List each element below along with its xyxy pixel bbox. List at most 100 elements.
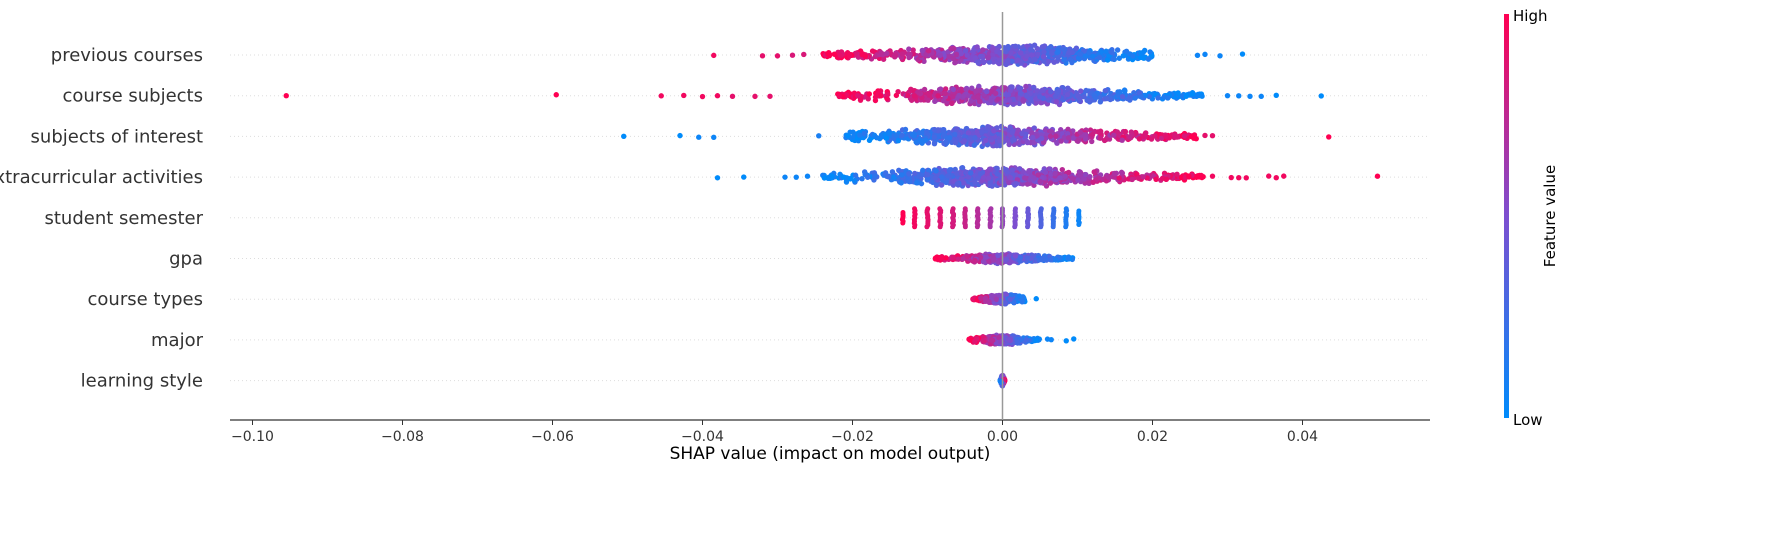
dot [1090,179,1096,186]
dot [958,50,965,57]
dot [1031,175,1038,181]
dot [884,50,890,57]
dot [1042,127,1048,134]
dot [909,131,916,138]
dot [961,137,968,144]
dot [972,135,978,141]
dot [950,93,956,100]
dot [1073,45,1080,51]
dot [998,178,1005,185]
dot [1015,127,1021,133]
dot [950,55,957,62]
dot [782,174,788,180]
dot [1017,90,1024,96]
dot [1199,93,1205,99]
dot [874,134,880,141]
dot [1174,171,1180,178]
dot [845,133,851,139]
dot [1193,135,1199,142]
dot [919,47,926,54]
dot [1007,259,1014,265]
dot [1030,84,1037,91]
dot [1074,138,1080,144]
dot [1143,130,1149,136]
dot [1193,174,1200,180]
dot [1163,133,1169,140]
dot [1023,337,1029,343]
dot [952,166,958,173]
dot [1006,97,1013,103]
dot [1155,95,1161,101]
dot [1247,93,1253,100]
dot [994,171,1000,177]
dot [878,93,884,99]
dot [825,51,831,57]
dot [1048,89,1054,95]
dot [864,174,871,180]
dot [1326,134,1332,140]
dot [1054,140,1060,146]
dot [996,334,1002,341]
dot [989,337,995,343]
dot [1116,55,1122,61]
dot [1105,174,1112,180]
feature-label: learning style [81,371,203,392]
dot [931,134,937,140]
dot [986,59,993,65]
dot [1104,95,1110,102]
dot [911,93,918,99]
dot [949,100,955,106]
dot [1045,58,1052,65]
dot [1027,46,1034,53]
dot [906,46,912,52]
dot [1040,53,1047,60]
dot [1091,92,1098,98]
dot [1002,300,1008,306]
dot [658,93,664,99]
dot [1039,44,1046,50]
dot [1020,97,1026,103]
dot [1048,336,1054,343]
dot [975,60,982,66]
dot [961,133,968,140]
feature-label: subjects of interest [31,126,203,147]
dot [1019,299,1025,305]
dot [1048,44,1054,50]
dot [982,295,989,302]
dot [1055,49,1061,55]
dot [696,134,702,140]
feature-label: extracurricular activities [0,167,203,188]
feature-row-dots [283,83,1324,108]
dot [741,174,747,180]
dot [1095,129,1101,135]
dot [1258,93,1264,100]
dot [961,93,967,99]
dot [1014,339,1021,345]
dot [1065,255,1071,261]
dot [983,137,989,144]
dot [752,93,758,100]
dot [906,170,912,177]
dot [938,255,944,261]
dot [729,93,736,100]
dot [942,90,948,96]
dot [997,138,1003,144]
dot [994,165,1000,172]
dot [972,257,978,264]
x-axis-ticks: −0.10 −0.08 −0.06 −0.04 −0.02 0.00 0.02 0.04 [231,420,1318,445]
dot [852,172,859,178]
dot [1007,174,1014,181]
dot [1071,336,1077,342]
dot [774,53,781,59]
dot [1118,169,1125,176]
dot [980,47,986,53]
dot [1041,49,1047,55]
dot [922,137,929,143]
dot [1194,52,1201,59]
dot [1202,132,1208,139]
dot [1029,130,1035,136]
dot [1030,134,1036,141]
dot [880,56,887,62]
dot [1115,89,1121,95]
